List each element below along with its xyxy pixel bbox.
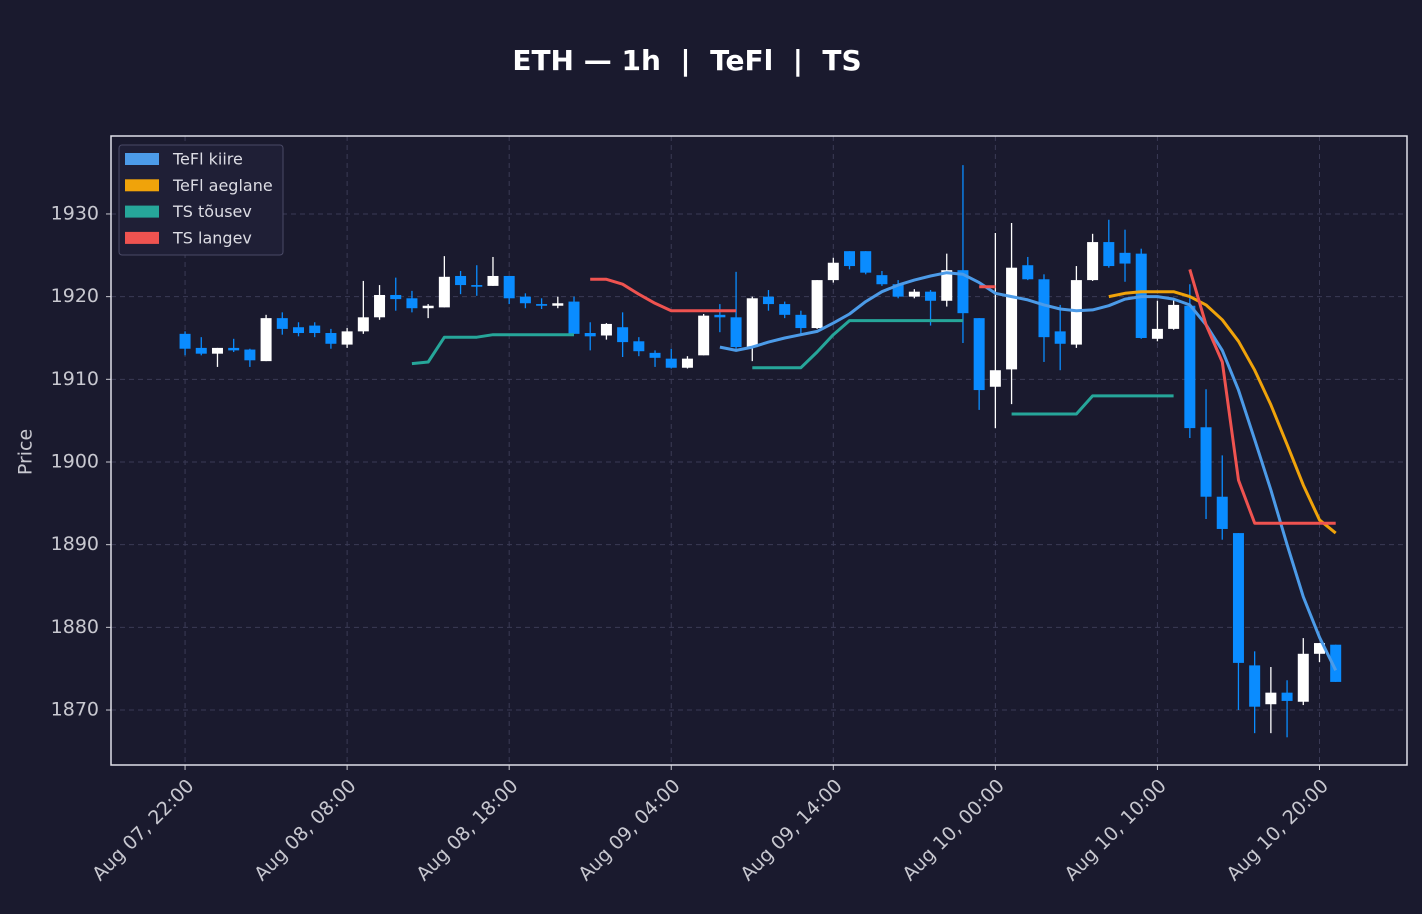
candle-body [1297,653,1309,702]
candle-body [1151,328,1163,339]
candle-body [390,294,402,300]
candle-body [844,251,856,267]
candle-body [503,275,515,299]
candle-body [211,347,223,354]
indicator-line [719,271,1338,671]
candle-body [471,285,483,287]
candle-body [762,296,774,305]
candle-body [633,341,645,352]
candle-body [957,270,969,314]
candle-body [228,347,240,351]
candle-body [1249,665,1261,707]
candle-body [617,327,629,343]
candle-body [989,370,1001,387]
candle-body [649,352,661,358]
candle-body [1070,280,1082,345]
legend-label: TeFl kiire [172,150,243,169]
candle-body [1330,644,1342,682]
y-tick-label: 1890 [51,533,99,555]
candle-body [357,317,369,332]
candle-body [730,317,742,348]
candle-body [746,298,758,348]
plot-frame [110,135,1408,766]
legend-swatch [125,231,159,244]
candle-body [714,314,726,318]
candle-body [487,275,499,286]
candle-body [1168,304,1180,329]
candle-body [908,291,920,297]
candle-body [892,284,904,297]
candle-body [406,298,418,309]
y-axis-label: Price [15,429,37,475]
candle-body [195,347,207,354]
candle-body [681,358,693,368]
candle-body [925,291,937,301]
candle-body [1022,265,1034,280]
y-tick-label: 1880 [51,616,99,638]
candle-body [1313,643,1325,654]
candle-body [1038,279,1050,338]
candle-body [1119,252,1131,264]
candle-body [341,331,353,345]
candle-body [552,303,564,306]
candle-body [1265,692,1277,705]
legend-label: TeFl aeglane [172,176,273,195]
y-tick-label: 1870 [51,699,99,721]
candle-body [860,251,872,273]
candle-body [1184,305,1196,429]
candle-body [1216,496,1228,529]
candle-body [293,327,305,334]
candle-body [584,333,596,337]
candle-body [827,262,839,281]
candle-body [374,294,386,318]
candle-body [1281,692,1293,701]
candle-body [422,305,434,309]
candle-body [1006,267,1018,370]
candle-body [698,315,710,356]
candle-body [795,314,807,329]
candle-body [1200,427,1212,497]
y-tick-label: 1910 [51,368,99,390]
y-tick-label: 1900 [51,450,99,472]
legend-swatch [125,205,159,218]
legend-label: TS langev [172,228,252,247]
candle-body [1087,242,1099,281]
candle-body [309,325,321,334]
candle-body [941,270,953,301]
y-tick-label: 1930 [51,202,99,224]
candle-body [179,333,191,349]
candle-body [260,318,272,362]
legend-box [118,144,284,256]
legend-swatch [125,153,159,165]
candle-body [244,349,256,361]
candle-body [876,275,888,285]
legend-swatch [125,179,159,192]
candle-body [536,304,548,306]
candle-body [568,301,580,334]
candle-body [325,333,337,344]
indicator-line [590,268,1336,525]
candle-body [665,358,677,368]
candle-body [1054,331,1066,344]
candle-body [519,296,531,304]
candle-body [1232,533,1244,663]
candle-body [811,280,823,329]
indicator-line [1108,290,1337,535]
indicator-line [411,319,1174,416]
y-tick-label: 1920 [51,285,99,307]
candle-body [973,318,985,391]
legend-label: TS tõusev [172,202,252,221]
candle-body [438,276,450,308]
chart-title: ETH — 1h | TeFl | TS [512,44,861,77]
candle-body [779,304,791,315]
candle-body [276,318,288,329]
candle-body [600,323,612,336]
candle-body [455,275,467,286]
candle-body [1103,242,1115,267]
